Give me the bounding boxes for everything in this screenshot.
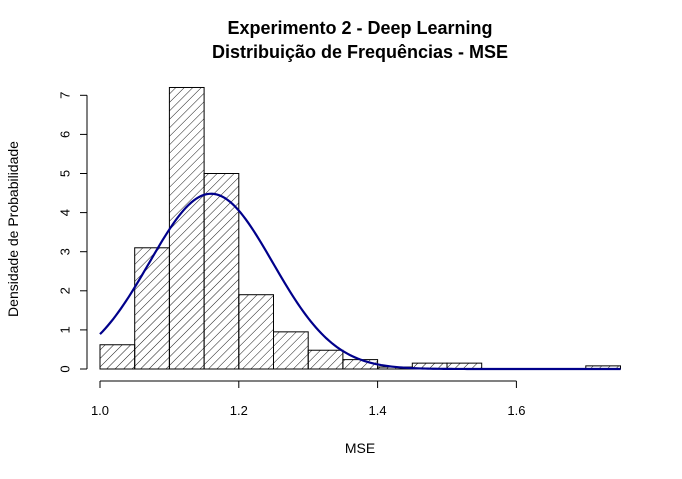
y-tick-label: 5 <box>57 170 72 177</box>
y-tick-label: 7 <box>57 92 72 99</box>
y-axis: 0 1 2 3 4 5 6 7 <box>57 92 88 373</box>
x-tick-label: 1.4 <box>369 403 387 418</box>
y-tick-label: 1 <box>57 326 72 333</box>
y-tick-label: 3 <box>57 248 72 255</box>
y-tick-label: 6 <box>57 131 72 138</box>
x-tick-label: 1.0 <box>91 403 109 418</box>
chart-subtitle: Distribuição de Frequências - MSE <box>212 42 508 62</box>
y-tick-label: 2 <box>57 287 72 294</box>
histogram-bar <box>168 86 205 370</box>
y-tick-label: 0 <box>57 365 72 372</box>
histogram-bar <box>99 344 136 370</box>
histogram-bar <box>134 247 170 370</box>
histogram-bar <box>203 173 240 370</box>
histogram-bars <box>99 86 621 370</box>
normal-density-curve <box>99 192 621 371</box>
histogram-bar <box>307 349 344 370</box>
y-axis-label: Densidade de Probabilidade <box>5 141 21 317</box>
x-tick-label: 1.2 <box>230 403 248 418</box>
x-axis-label: MSE <box>345 440 375 456</box>
chart-title: Experimento 2 - Deep Learning <box>227 18 492 38</box>
x-tick-label: 1.6 <box>507 403 525 418</box>
histogram-bar <box>238 294 275 370</box>
y-tick-label: 4 <box>57 209 72 216</box>
histogram-bar <box>273 331 309 370</box>
x-axis: 1.0 1.2 1.4 1.6 <box>91 380 525 418</box>
